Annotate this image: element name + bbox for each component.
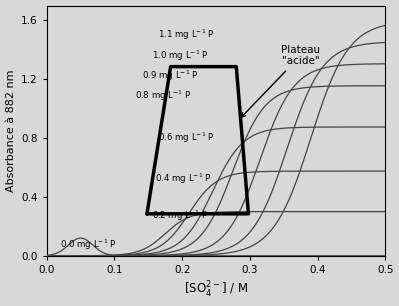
X-axis label: [SO$_4^{2-}$] / M: [SO$_4^{2-}$] / M	[184, 280, 248, 300]
Text: Plateau
"acide": Plateau "acide"	[241, 45, 320, 117]
Text: 0.9 mg L$^{-1}$ P: 0.9 mg L$^{-1}$ P	[142, 69, 198, 84]
Text: 1.0 mg L$^{-1}$ P: 1.0 mg L$^{-1}$ P	[152, 48, 208, 63]
Text: 0.0 mg L$^{-1}$ P: 0.0 mg L$^{-1}$ P	[60, 237, 117, 252]
Text: 1.1 mg L$^{-1}$ P: 1.1 mg L$^{-1}$ P	[158, 28, 215, 42]
Text: 0.2 mg L$^{-1}$ P: 0.2 mg L$^{-1}$ P	[152, 209, 208, 223]
Y-axis label: Absorbance à 882 nm: Absorbance à 882 nm	[6, 69, 16, 192]
Text: 0.6 mg L$^{-1}$ P: 0.6 mg L$^{-1}$ P	[158, 131, 215, 145]
Text: 0.8 mg L$^{-1}$ P: 0.8 mg L$^{-1}$ P	[135, 88, 191, 103]
Text: 0.4 mg L$^{-1}$ P: 0.4 mg L$^{-1}$ P	[155, 171, 212, 186]
